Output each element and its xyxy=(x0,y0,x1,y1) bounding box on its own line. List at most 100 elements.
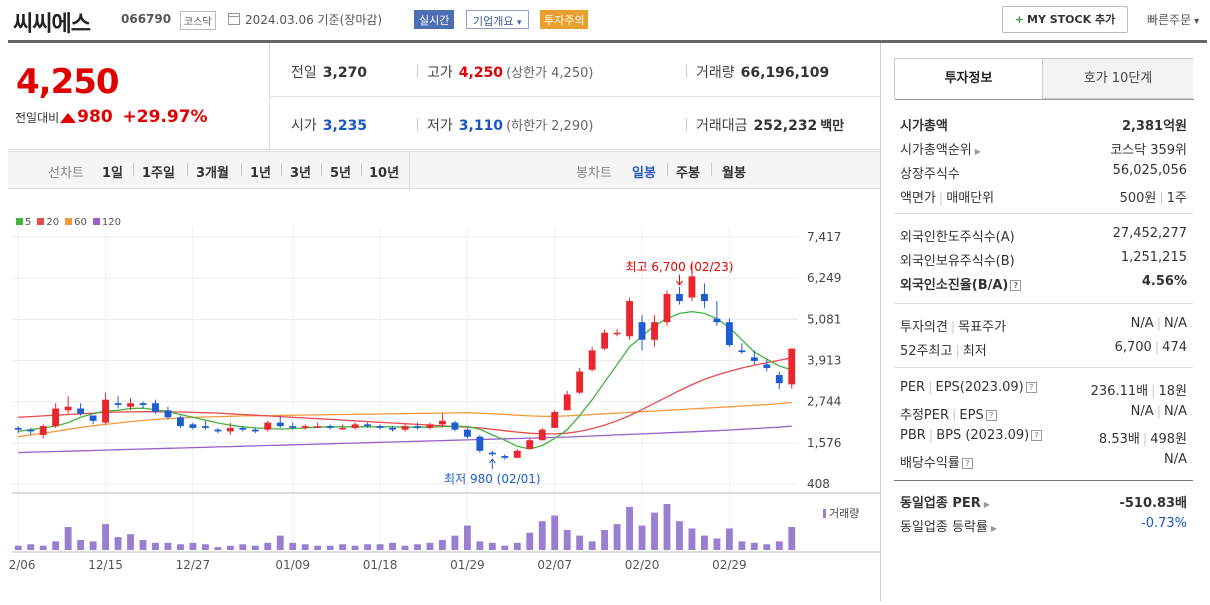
help-icon[interactable]: ? xyxy=(1025,382,1037,393)
volume-bar xyxy=(314,545,322,550)
tab-orderbook[interactable]: 호가 10단계 xyxy=(1043,59,1193,99)
period-1w[interactable]: 1주일 xyxy=(142,166,175,181)
volume-bar xyxy=(713,538,721,550)
info-label: 동일업종 등락률 ▶ xyxy=(900,520,998,535)
high-arrow-icon xyxy=(676,274,683,286)
candle-weekly[interactable]: 주봉 xyxy=(676,166,700,181)
candle-body xyxy=(713,318,721,323)
info-row: 외국인보유주식수(B) 1,251,215 xyxy=(900,250,1187,270)
candle-body xyxy=(451,422,459,430)
price-change: 전일대비 980 +29.97% xyxy=(15,107,208,127)
volume-label: 거래량 xyxy=(829,507,859,520)
help-icon[interactable]: ? xyxy=(1031,430,1043,441)
volume-bar xyxy=(201,544,209,550)
info-value: -0.73% xyxy=(1141,516,1187,531)
info-row: 외국인한도주식수(A) 27,452,277 xyxy=(900,226,1187,246)
volume-bar xyxy=(102,524,110,550)
company-overview-dropdown[interactable]: 기업개요 ▾ xyxy=(466,10,529,29)
volume-bar xyxy=(663,504,671,550)
candle-body xyxy=(52,408,60,427)
add-mystock-button[interactable]: + MY STOCK 추가 xyxy=(1002,6,1128,33)
legend-label: 60 xyxy=(74,217,87,228)
volume-bar xyxy=(39,545,47,550)
info-value: 코스닥 359위 xyxy=(1110,143,1187,158)
info-row: 액면가 | 매매단위 500원 | 1주 xyxy=(900,187,1187,207)
volume-bar xyxy=(114,537,122,550)
y-tick-label: 6,249 xyxy=(807,271,841,285)
info-row: 배당수익률? N/A xyxy=(900,452,1187,472)
period-5y[interactable]: 5년 xyxy=(330,166,352,181)
volume-bar xyxy=(451,535,459,550)
candle-chart-label: 봉차트 xyxy=(576,166,612,181)
tab-investment-info[interactable]: 투자정보 xyxy=(895,59,1043,99)
quick-order-dropdown[interactable]: 빠른주문 xyxy=(1147,11,1199,28)
candle-body xyxy=(264,422,272,430)
current-price: 4,250 xyxy=(16,62,120,102)
chevron-right-icon[interactable]: ▶ xyxy=(983,500,990,509)
x-tick-label: 01/29 xyxy=(450,558,485,572)
candle-body xyxy=(563,394,571,411)
volume-bar xyxy=(426,542,434,550)
volume-bar xyxy=(414,544,421,550)
x-tick-label: 01/18 xyxy=(363,558,398,572)
realtime-button[interactable]: 실시간 xyxy=(414,10,455,29)
help-icon[interactable]: ? xyxy=(1010,280,1022,291)
chart-toolbar: 선차트 1일 1주일 3개월 1년 3년 5년 10년 봉차트 일봉 주봉 월봉 xyxy=(8,151,880,190)
y-tick-label: 3,913 xyxy=(807,353,841,367)
candle-body xyxy=(688,276,696,298)
x-tick-label: 02/07 xyxy=(537,558,572,572)
info-value: -510.83배 xyxy=(1119,496,1187,511)
info-value: 236.11배 | 18원 xyxy=(1090,384,1187,399)
help-icon[interactable]: ? xyxy=(961,458,973,469)
period-3m[interactable]: 3개월 xyxy=(196,166,229,181)
volume-bar xyxy=(339,544,347,550)
info-label: 시가총액순위 ▶ xyxy=(900,143,981,158)
legend-label: 120 xyxy=(101,217,121,228)
candle-body xyxy=(738,350,746,353)
x-tick-label: 12/15 xyxy=(88,558,123,572)
candle-body xyxy=(251,429,259,432)
volume-bar xyxy=(626,506,634,550)
legend-swatch xyxy=(92,218,100,225)
info-row: 동일업종 등락률 ▶ -0.73% xyxy=(900,516,1187,536)
low-price: 저가 3,110 (하한가 2,290) xyxy=(427,118,594,134)
info-label: 배당수익률? xyxy=(900,452,973,471)
candle-body xyxy=(276,422,284,427)
candle-body xyxy=(463,429,471,437)
volume-bar xyxy=(775,541,783,550)
volume-bar xyxy=(788,527,796,550)
volume-bar xyxy=(763,544,771,550)
info-label: PBR | BPS (2023.09)? xyxy=(900,428,1043,443)
volume-bar xyxy=(476,541,484,550)
volume-bar xyxy=(152,542,159,550)
period-1d[interactable]: 1일 xyxy=(102,166,124,181)
help-icon[interactable]: ? xyxy=(985,410,997,421)
candle-monthly[interactable]: 월봉 xyxy=(722,166,746,181)
candle-daily[interactable]: 일봉 xyxy=(632,166,656,181)
info-value: 6,700 | 474 xyxy=(1114,340,1187,355)
info-label: 52주최고 | 최저 xyxy=(900,344,987,359)
volume-bar xyxy=(676,521,683,550)
candle-body xyxy=(39,426,47,435)
price-chart: 5 20 60 120 7,417 6,249 5,081 3,913 2,744 1,576 4… xyxy=(1,190,882,601)
volume-bar xyxy=(526,532,534,550)
info-value: 2,381억원 xyxy=(1121,119,1187,134)
y-tick-label: 408 xyxy=(807,477,830,491)
candle-body xyxy=(64,406,72,411)
open-price: 시가 3,235 xyxy=(291,118,368,134)
line-chart-label: 선차트 xyxy=(48,166,84,181)
stock-name: 씨씨에스 xyxy=(13,12,91,37)
period-1y[interactable]: 1년 xyxy=(250,166,272,181)
ma60-line xyxy=(18,401,792,438)
plus-icon: + xyxy=(1014,13,1025,26)
info-value: 27,452,277 xyxy=(1112,226,1187,241)
chevron-right-icon[interactable]: ▶ xyxy=(974,147,981,156)
period-10y[interactable]: 10년 xyxy=(369,166,400,181)
volume: 거래량 66,196,109 xyxy=(696,65,830,81)
info-row: 시가총액 2,381억원 xyxy=(900,115,1187,135)
chevron-right-icon[interactable]: ▶ xyxy=(990,524,998,533)
period-3y[interactable]: 3년 xyxy=(290,166,312,181)
volume-bar xyxy=(613,524,621,550)
info-label: 외국인보유주식수(B) xyxy=(900,254,1015,269)
candle-body xyxy=(189,424,197,428)
